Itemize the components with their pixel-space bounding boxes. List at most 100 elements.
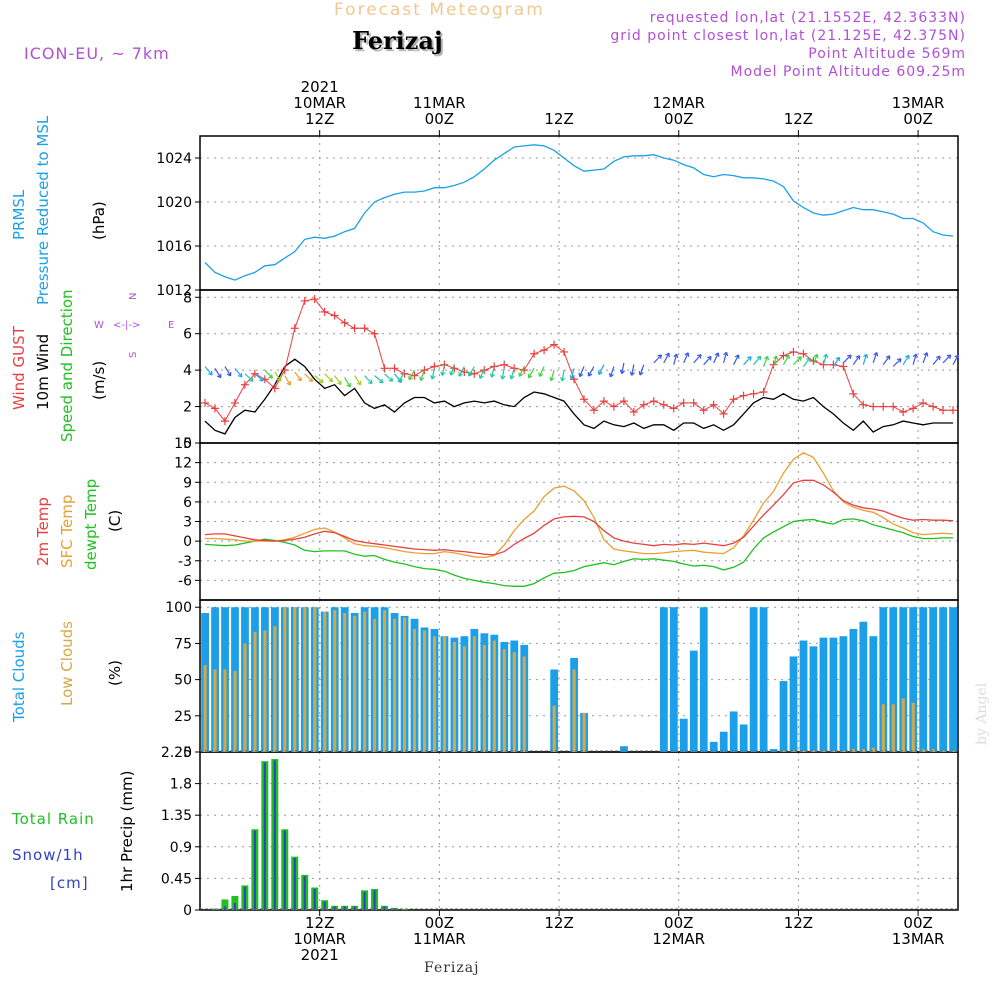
gust-marker (789, 347, 798, 356)
wind-arrow (862, 353, 869, 365)
snow-bar (373, 890, 376, 910)
y-tick-label: 0 (183, 534, 192, 550)
low-cloud-bar (831, 750, 835, 752)
low-cloud-bar (333, 610, 337, 752)
dewpoint-line (204, 518, 953, 587)
rain-bar (400, 909, 408, 910)
wind-arrow (314, 375, 324, 384)
wind-arrow (663, 352, 670, 364)
low-cloud-bar (782, 750, 786, 752)
wind-arrow (882, 355, 891, 366)
bottom-time-label: 12MAR (652, 930, 705, 948)
wind-arrow (294, 371, 302, 382)
gust-marker (919, 398, 928, 407)
gust-marker (849, 389, 858, 398)
gust-marker (390, 364, 399, 373)
wind-arrow (500, 368, 506, 380)
wind-arrow (683, 352, 690, 364)
total-cloud-bar (739, 724, 748, 752)
gust-marker (370, 329, 379, 338)
y-tick-label: 25 (174, 709, 192, 725)
gust-marker (719, 409, 728, 418)
compass-east: E (168, 320, 175, 331)
low-cloud-bar (233, 670, 237, 752)
low-cloud-bar (243, 643, 247, 752)
wind-arrow (569, 368, 575, 380)
model-altitude: Model Point Altitude 609.25m (730, 64, 966, 80)
wind-arrow (608, 366, 615, 378)
wind-arrow (733, 354, 740, 365)
total-cloud-bar (809, 646, 818, 752)
total-cloud-bar (919, 607, 928, 752)
wind-arrow (753, 355, 762, 366)
wind-arrow (264, 369, 273, 379)
low-cloud-bar (582, 712, 586, 752)
gust-marker (560, 347, 569, 356)
y-tick-label: 1.35 (161, 808, 192, 824)
wind-arrow (703, 355, 712, 366)
gust-marker (320, 307, 329, 316)
y-tick-label: 1016 (156, 239, 192, 255)
top-time-label: 2021 (301, 78, 339, 96)
total-cloud-bar (729, 711, 738, 752)
snow-bar (283, 830, 286, 910)
total-cloud-bar (879, 607, 888, 752)
wind-arrow (952, 354, 960, 365)
bottom-time-label: 12Z (305, 914, 334, 932)
gust-marker (550, 340, 559, 349)
gust-marker (749, 389, 758, 398)
low-cloud-bar (821, 750, 826, 752)
low-cloud-bar (442, 636, 447, 752)
low-cloud-bar (791, 750, 796, 752)
low-cloud-bar (492, 640, 496, 752)
low-cloud-bar (951, 750, 955, 752)
gust-line (204, 298, 953, 423)
bottom-time-label: 2021 (301, 946, 339, 964)
wind-arrow (587, 366, 595, 377)
low-cloud-bar (303, 607, 307, 752)
low-cloud-bar (881, 704, 885, 752)
low-cloud-bar (373, 618, 377, 752)
gust-marker (490, 362, 499, 371)
top-time-label: 00Z (425, 110, 454, 128)
gust-marker (629, 408, 638, 417)
sfc-temp-line (205, 452, 954, 559)
gust-marker (210, 404, 219, 413)
low-cloud-bar (891, 704, 895, 752)
wind-arrow (214, 368, 222, 379)
gust-marker (899, 408, 908, 417)
y-tick-label: 1012 (156, 283, 192, 299)
gust-marker (340, 318, 349, 327)
snow-bar (223, 906, 226, 910)
wind-arrow (518, 366, 525, 377)
low-cloud-bar (841, 750, 845, 752)
total-cloud-bar (799, 640, 808, 752)
wind-arrow (852, 355, 861, 366)
panel-frame (199, 751, 959, 911)
wind-arrow (284, 375, 292, 386)
chart-title: Forecast Meteogram (334, 0, 545, 20)
gust-marker (230, 398, 239, 407)
low-cloud-bar (283, 607, 287, 752)
low-cloud-bar (472, 636, 476, 752)
low-cloud-bar (861, 749, 865, 752)
gust-marker (689, 398, 698, 407)
gust-marker (619, 397, 628, 406)
y-tick-label: 0 (183, 903, 192, 919)
wind-arrow (204, 366, 213, 376)
y-tick-label: 0.9 (170, 840, 192, 856)
wind-arrow (713, 352, 720, 364)
y-tick-label: 0 (183, 436, 192, 452)
y-tick-label: 0.45 (161, 871, 192, 887)
gust-marker (350, 324, 359, 333)
pressure-line (204, 144, 954, 281)
y-tick-label: 12 (174, 456, 192, 472)
low-cloud-bar (921, 749, 925, 752)
total-cloud-bar (659, 607, 668, 752)
low-cloud-bar (213, 669, 217, 752)
wind-arrow (743, 356, 752, 366)
snow-bar (253, 830, 256, 910)
snow-bar (353, 906, 356, 910)
total-cloud-bar (769, 749, 778, 752)
